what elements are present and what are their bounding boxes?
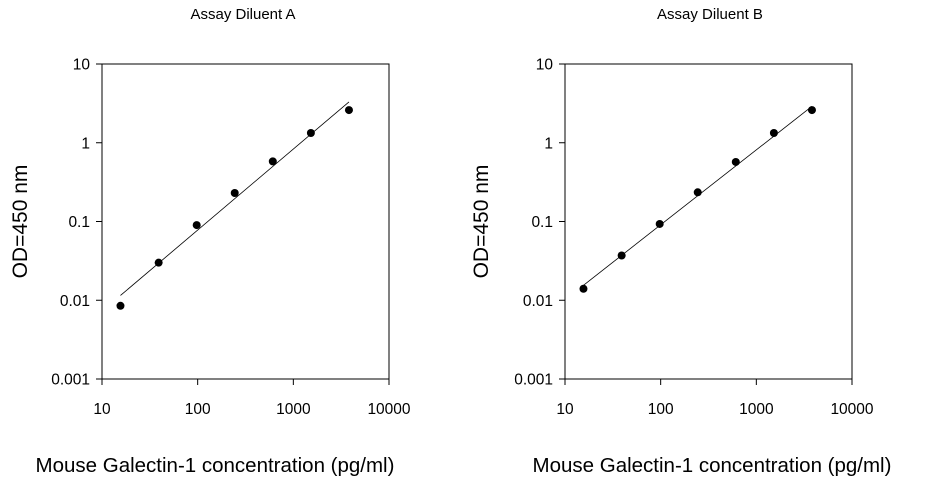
y-tick-label: 0.001	[514, 372, 553, 389]
x-axis-label: Mouse Galectin-1 concentration (pg/ml)	[533, 454, 892, 477]
y-tick-label: 10	[73, 57, 91, 74]
data-point	[230, 189, 239, 198]
chart-title: Assay Diluent A	[190, 6, 295, 23]
fit-line	[120, 101, 350, 296]
data-point	[807, 106, 816, 115]
data-point	[344, 106, 353, 115]
data-point	[617, 251, 626, 260]
data-point	[731, 157, 740, 166]
y-tick-label: 0.1	[68, 214, 90, 231]
y-axis-label: OD=450 nm	[9, 165, 32, 279]
y-tick-label: 0.01	[523, 293, 553, 310]
y-tick-label: 0.01	[60, 293, 90, 310]
data-point	[268, 157, 277, 166]
x-tick-label: 10	[556, 401, 574, 418]
data-point	[655, 219, 664, 228]
x-tick-label: 10000	[367, 401, 410, 418]
x-tick-label: 100	[185, 401, 211, 418]
y-tick-label: 1	[544, 135, 553, 152]
x-tick-label: 1000	[276, 401, 311, 418]
y-tick-label: 0.001	[51, 372, 90, 389]
data-point	[116, 301, 125, 310]
y-axis-label: OD=450 nm	[470, 165, 493, 279]
x-tick-label: 10000	[830, 401, 873, 418]
data-point	[306, 128, 315, 137]
y-tick-label: 10	[536, 57, 554, 74]
y-tick-label: 0.1	[531, 214, 553, 231]
x-tick-label: 10	[93, 401, 111, 418]
data-point	[579, 284, 588, 293]
x-axis-label: Mouse Galectin-1 concentration (pg/ml)	[36, 454, 395, 477]
data-point	[192, 221, 201, 230]
chart-title: Assay Diluent B	[657, 6, 763, 23]
x-tick-label: 100	[648, 401, 674, 418]
data-point	[693, 188, 702, 197]
y-tick-label: 1	[81, 135, 90, 152]
x-tick-label: 1000	[739, 401, 774, 418]
data-point	[769, 128, 778, 137]
data-point	[154, 258, 163, 267]
